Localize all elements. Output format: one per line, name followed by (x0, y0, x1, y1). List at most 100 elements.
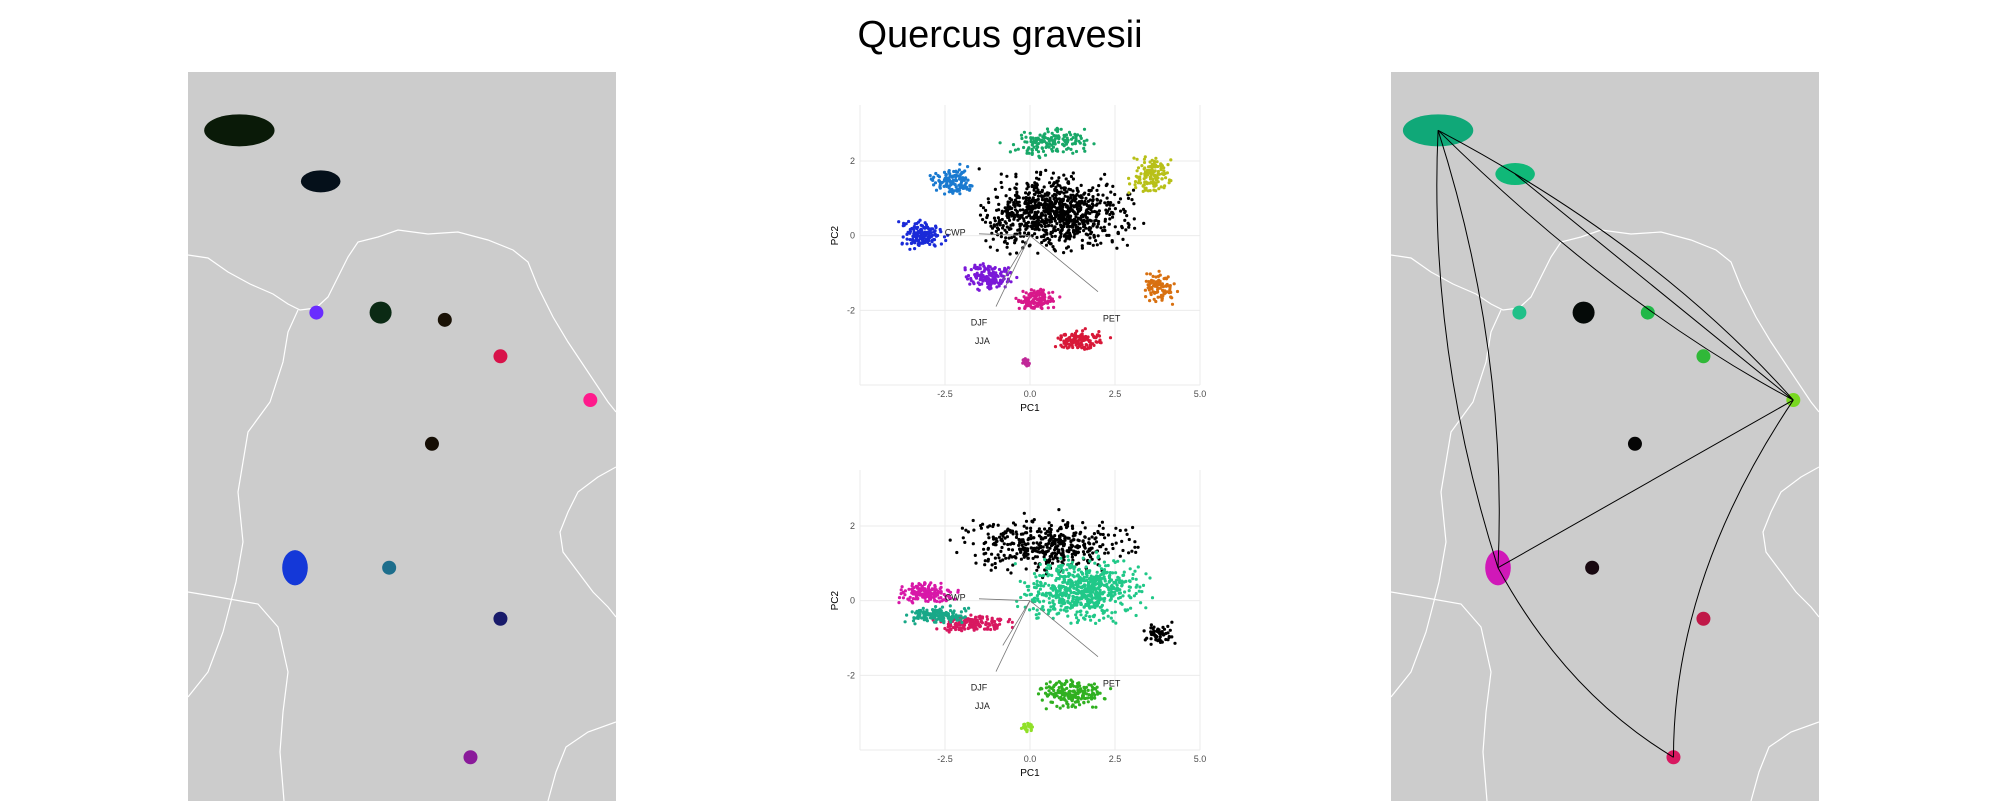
data-point (1109, 190, 1113, 194)
data-point (897, 220, 901, 224)
x-tick-label: 0.0 (1024, 754, 1037, 764)
data-point (1059, 190, 1063, 194)
loading-arrow (995, 235, 1031, 307)
data-point (1069, 621, 1073, 625)
data-point (1080, 593, 1084, 597)
data-point (1087, 553, 1092, 557)
data-point (1046, 306, 1050, 310)
data-point (1076, 688, 1080, 692)
data-point (1157, 269, 1161, 273)
data-point (1045, 570, 1049, 574)
data-point (1014, 237, 1018, 241)
data-point (1096, 554, 1101, 558)
data-point (982, 264, 986, 268)
data-point (1074, 149, 1079, 154)
data-point (1039, 214, 1043, 218)
data-point (1006, 202, 1010, 206)
data-point (1055, 612, 1059, 616)
data-point (1081, 521, 1085, 525)
data-point (1005, 225, 1009, 229)
data-point (1152, 297, 1156, 301)
data-point (1097, 587, 1101, 591)
data-point (1153, 634, 1158, 638)
data-point (1123, 608, 1127, 612)
data-point (1069, 214, 1073, 218)
data-point (997, 202, 1001, 206)
data-point (1075, 695, 1079, 700)
data-point (1059, 608, 1063, 612)
data-point (1053, 534, 1057, 538)
y-axis-label: PC2 (830, 226, 841, 246)
data-point (1098, 339, 1102, 344)
data-point (1149, 291, 1153, 295)
data-point (1124, 528, 1128, 532)
data-point (1069, 683, 1073, 687)
data-point (920, 234, 924, 238)
data-point (1094, 536, 1098, 540)
data-point (1003, 536, 1007, 540)
hull-line (1436, 130, 1499, 568)
data-point (983, 559, 987, 563)
data-point (1123, 210, 1127, 215)
data-point (918, 231, 923, 235)
data-point (1066, 181, 1070, 185)
data-point (1162, 169, 1166, 173)
arrow-label: CWP (945, 593, 966, 603)
data-point (1049, 523, 1053, 528)
occurrence-site (204, 114, 275, 147)
data-point (1071, 597, 1075, 601)
data-point (911, 237, 915, 241)
data-point (1040, 146, 1044, 150)
data-point (918, 218, 922, 222)
data-point (933, 233, 937, 237)
data-point (1006, 200, 1010, 204)
data-point (1089, 586, 1093, 590)
data-point (1057, 140, 1061, 144)
data-point (1029, 224, 1033, 228)
data-point (1077, 201, 1081, 205)
data-point (1049, 208, 1053, 212)
data-point (1106, 209, 1110, 213)
data-point (939, 242, 943, 246)
data-point (1043, 153, 1048, 157)
data-point (1019, 133, 1024, 137)
data-point (1095, 197, 1099, 201)
data-point (933, 229, 937, 233)
data-point (1018, 208, 1022, 212)
data-point (986, 282, 990, 286)
data-point (1086, 335, 1090, 339)
data-point (1067, 586, 1072, 590)
data-point (1008, 150, 1012, 154)
data-point (1017, 299, 1021, 304)
data-point (978, 267, 982, 271)
data-point (1098, 564, 1102, 568)
data-point (1049, 700, 1053, 704)
data-point (1112, 559, 1116, 563)
data-point (1044, 219, 1048, 223)
data-point (1150, 596, 1155, 600)
data-point (1036, 203, 1040, 207)
data-point (1088, 236, 1092, 240)
data-point (954, 613, 958, 617)
state-borders (1391, 229, 1819, 801)
data-point (997, 218, 1002, 222)
data-point (1072, 340, 1076, 344)
data-point (1032, 572, 1037, 576)
data-point (1075, 231, 1079, 235)
data-point (1069, 249, 1073, 253)
data-point (1130, 549, 1134, 553)
data-point (1000, 545, 1004, 550)
data-point (961, 536, 965, 540)
data-point (980, 282, 984, 286)
data-point (1048, 220, 1052, 224)
data-point (977, 615, 981, 619)
data-point (1045, 693, 1049, 697)
y-axis-label: PC2 (830, 591, 841, 611)
data-point (1066, 221, 1070, 225)
data-point (1079, 214, 1083, 218)
data-point (1154, 299, 1158, 304)
data-point (1022, 358, 1026, 362)
data-point (1066, 212, 1070, 216)
data-point (1045, 231, 1049, 235)
data-point (1093, 580, 1097, 584)
